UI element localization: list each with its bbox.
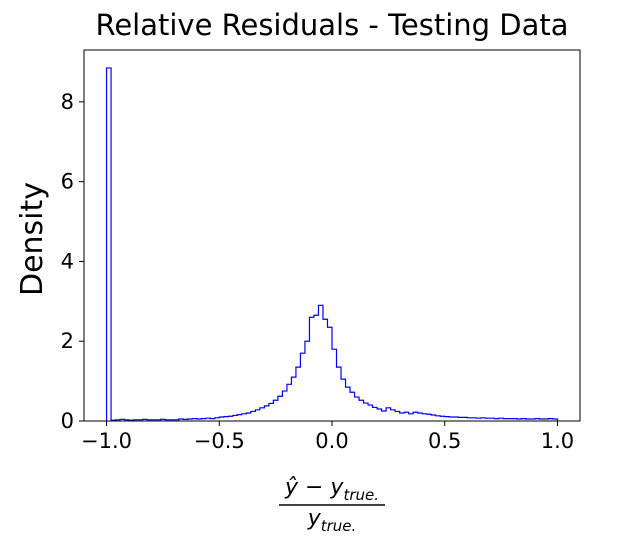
plot-frame [83, 49, 581, 422]
chart-title: Relative Residuals - Testing Data [95, 8, 568, 42]
y-tick-label: 0 [61, 409, 74, 433]
y-tick-label: 6 [61, 170, 74, 194]
y-tick-label: 4 [61, 249, 74, 273]
x-axis-label-numerator: ŷ − ytrue. [284, 475, 379, 504]
x-tick-label: −1.0 [81, 429, 132, 453]
x-tick-label: 0.0 [315, 429, 348, 453]
y-tick-label: 8 [61, 90, 74, 114]
x-tick-label: 0.5 [428, 429, 461, 453]
x-label-denominator-base: y [307, 506, 322, 531]
x-axis-label-denominator: ytrue. [307, 506, 357, 535]
y-axis-label: Density [15, 182, 50, 296]
histogram-series-line [105, 67, 559, 421]
x-tick-label: −0.5 [194, 429, 245, 453]
y-axis-ticks: 0 2 4 6 8 [61, 90, 84, 433]
x-tick-label: 1.0 [541, 429, 574, 453]
x-label-numerator-base: ŷ − y [284, 475, 344, 500]
y-tick-label: 2 [61, 329, 74, 353]
x-axis-label: ŷ − ytrue. ytrue. [279, 475, 385, 535]
x-label-numerator-sub: true. [343, 486, 379, 504]
x-axis-ticks: −1.0 −0.5 0.0 0.5 1.0 [81, 421, 574, 453]
x-label-denominator-sub: true. [321, 517, 357, 535]
plot-area [83, 49, 581, 422]
